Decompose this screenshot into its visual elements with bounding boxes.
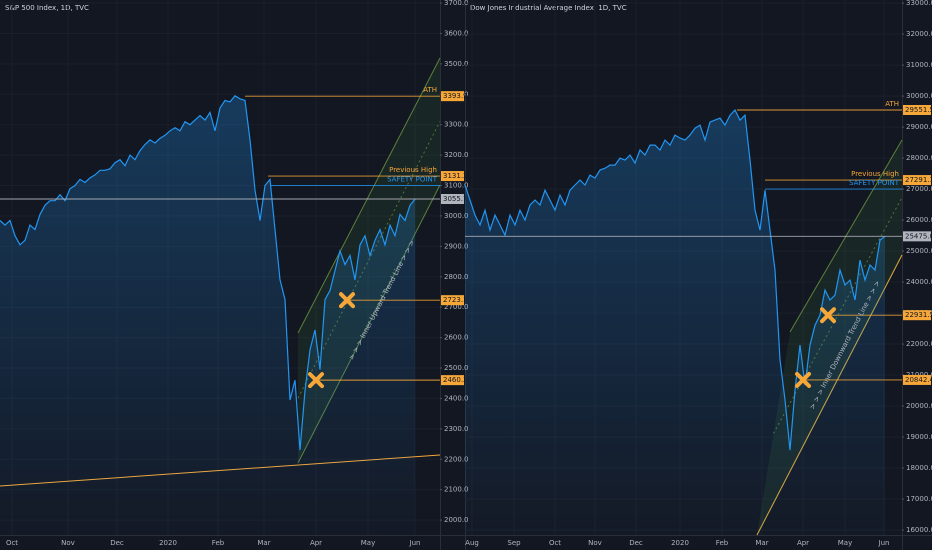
x-tick-label: Nov bbox=[61, 539, 75, 547]
x-tick-label: 2020 bbox=[159, 539, 177, 547]
y-tick-label: 2000.0 bbox=[444, 516, 469, 524]
y-tick-label: 3300.0 bbox=[444, 121, 469, 129]
chart-title: S&P 500 Index, 1D, TVC bbox=[5, 4, 89, 12]
line bbox=[0, 95, 416, 451]
y-tick-label: 3100.0 bbox=[444, 182, 469, 190]
y-tick-label: 2500.0 bbox=[444, 364, 469, 372]
y-tick-label: 24000.0 bbox=[906, 278, 932, 286]
level-label: Previous High bbox=[389, 166, 437, 174]
y-tick-label: 3000.0 bbox=[444, 212, 469, 220]
x-tick-label: May bbox=[361, 539, 375, 547]
y-tick-label: 16000.0 bbox=[906, 526, 932, 534]
y-tick-label: 2800.0 bbox=[444, 273, 469, 281]
y-tick-label: 2300.0 bbox=[444, 425, 469, 433]
price-tag bbox=[903, 231, 931, 242]
chart-title: Dow Jones Industrial Average Index, 1D, … bbox=[470, 4, 627, 12]
y-tick-label: 2400.0 bbox=[444, 394, 469, 402]
x-marker bbox=[308, 372, 324, 389]
y-tick-label: 31000.0 bbox=[906, 61, 932, 69]
y-tick-label: 17000.0 bbox=[906, 495, 932, 503]
x-tick-label: Dec bbox=[110, 539, 124, 547]
price-tag-label: 3055.7 bbox=[443, 195, 468, 203]
y-tick-label: 2900.0 bbox=[444, 242, 469, 250]
y-tick-label: 33000.0 bbox=[906, 0, 932, 7]
price-tag-label: 2460.2 bbox=[443, 376, 468, 384]
area bbox=[0, 95, 415, 536]
level-label: Previous High bbox=[851, 170, 899, 178]
x-tick-label: Oct bbox=[6, 539, 18, 547]
price-tag bbox=[441, 171, 464, 182]
y-tick-label: 2700.0 bbox=[444, 303, 469, 311]
y-tick-label: 3500.0 bbox=[444, 60, 469, 68]
y-tick-label: 2100.0 bbox=[444, 486, 469, 494]
y-tick-label: 32000.0 bbox=[906, 30, 932, 38]
line bbox=[464, 108, 886, 451]
y-tick-label: 3700.0 bbox=[444, 0, 469, 7]
y-tick-label: 30000.0 bbox=[906, 92, 932, 100]
y-tick-label: 3600.0 bbox=[444, 29, 469, 37]
level-label: ATH bbox=[423, 86, 437, 94]
y-tick-label: 18000.0 bbox=[906, 464, 932, 472]
price-tag-label: 25475.0 bbox=[905, 232, 932, 240]
x-tick-label: Nov bbox=[588, 539, 602, 547]
x-marker bbox=[339, 292, 355, 309]
price-tag-label: 3393.9 bbox=[443, 92, 468, 100]
y-tick-label: 25000.0 bbox=[906, 247, 932, 255]
x-tick-label: 2020 bbox=[671, 539, 689, 547]
price-tag-label: 20842.4 bbox=[905, 376, 932, 384]
x-tick-label: May bbox=[838, 539, 852, 547]
price-tag bbox=[441, 375, 464, 386]
price-tag bbox=[441, 295, 464, 306]
x-marker bbox=[795, 371, 811, 388]
price-tag-label: 27291.1 bbox=[905, 176, 932, 184]
y-tick-label: 22000.0 bbox=[906, 340, 932, 348]
y-tick-label: 2600.0 bbox=[444, 334, 469, 342]
price-tag-label: 29551.5 bbox=[905, 106, 932, 114]
y-tick-label: 20000.0 bbox=[906, 402, 932, 410]
x-tick-label: Aug bbox=[465, 539, 479, 547]
x-tick-label: Sep bbox=[507, 539, 521, 547]
x-tick-label: Apr bbox=[797, 539, 809, 547]
price-tag-label: 22931.5 bbox=[905, 311, 932, 319]
x-marker bbox=[820, 307, 836, 324]
x-tick-label: Feb bbox=[716, 539, 729, 547]
x-tick-label: Apr bbox=[310, 539, 322, 547]
x-tick-label: Feb bbox=[212, 539, 225, 547]
price-tag bbox=[441, 194, 464, 205]
price-tag bbox=[441, 91, 464, 102]
price-tag bbox=[903, 310, 931, 321]
price-tag-label: 3131.2 bbox=[443, 172, 468, 180]
trend-line bbox=[297, 57, 441, 334]
price-tag bbox=[903, 175, 931, 186]
level-label: SAFETY POINT bbox=[849, 179, 900, 187]
level-label: SAFETY POINT bbox=[387, 176, 438, 184]
x-tick-label: Dec bbox=[629, 539, 643, 547]
y-tick-label: 28000.0 bbox=[906, 154, 932, 162]
area bbox=[465, 110, 885, 535]
y-tick-label: 3200.0 bbox=[444, 151, 469, 159]
level-label: ATH bbox=[885, 100, 899, 108]
y-tick-label: 27000.0 bbox=[906, 185, 932, 193]
y-tick-label: 29000.0 bbox=[906, 123, 932, 131]
y-tick-label: 26000.0 bbox=[906, 216, 932, 224]
x-tick-label: Oct bbox=[549, 539, 561, 547]
x-tick-label: Jun bbox=[878, 539, 890, 547]
y-tick-label: 2200.0 bbox=[444, 455, 469, 463]
price-tag bbox=[903, 374, 931, 385]
x-tick-label: Mar bbox=[257, 539, 270, 547]
y-tick-label: 19000.0 bbox=[906, 433, 932, 441]
x-tick-label: Mar bbox=[755, 539, 768, 547]
price-tag-label: 2723.1 bbox=[443, 296, 468, 304]
x-tick-label: Jun bbox=[409, 539, 421, 547]
price-tag bbox=[903, 104, 931, 115]
